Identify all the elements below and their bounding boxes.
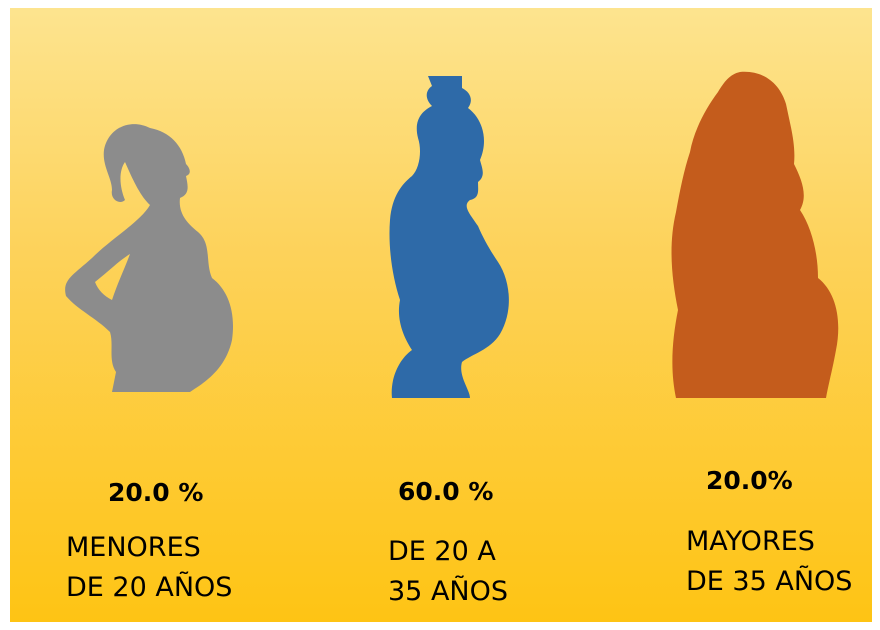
percent-label: 20.0% bbox=[706, 466, 793, 495]
page: 20.0 % MENORES DE 20 AÑOS 60.0 % DE 20 A… bbox=[0, 0, 880, 630]
group-label: DE 20 A bbox=[388, 532, 496, 572]
silhouette-young bbox=[65, 124, 233, 392]
silhouette-adult bbox=[389, 76, 508, 398]
group-label: MAYORES bbox=[686, 522, 815, 562]
group-label: DE 20 AÑOS bbox=[66, 568, 232, 608]
group-label: MENORES bbox=[66, 528, 201, 568]
silhouette-older bbox=[672, 72, 839, 398]
group-label: DE 35 AÑOS bbox=[686, 562, 852, 602]
percent-label: 60.0 % bbox=[398, 477, 493, 506]
percent-label: 20.0 % bbox=[108, 478, 203, 507]
group-label: 35 AÑOS bbox=[388, 572, 508, 612]
